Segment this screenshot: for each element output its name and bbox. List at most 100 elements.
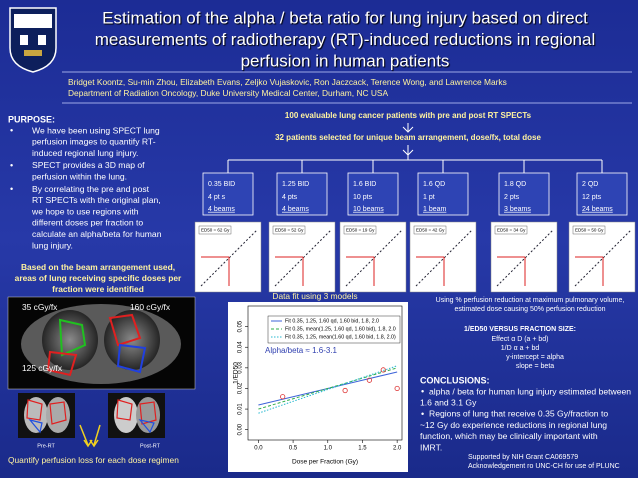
group-patients: 1 pt bbox=[423, 194, 435, 201]
dose-label: 125 cGy/fx bbox=[22, 363, 63, 373]
support: Supported by NIH Grant CA069579 bbox=[468, 454, 578, 461]
bullet: • bbox=[421, 386, 424, 396]
plot-annotation: Alpha/beta ≈ 1.6-3.1 bbox=[265, 346, 338, 355]
formula: 1/D α a + bd bbox=[501, 345, 540, 352]
bullet-text: perfusion images to quantify RT- bbox=[32, 137, 156, 147]
thumb-fit bbox=[345, 229, 403, 287]
bullet-text: IMRT. bbox=[420, 442, 442, 452]
logo bbox=[9, 7, 57, 73]
legend-text: Fit 0.35, 1.25, 1.60 qd, 1.60 bid, 1.8, … bbox=[285, 318, 379, 324]
formula: slope = beta bbox=[516, 363, 554, 370]
acknowledgement: Acknowledgement ro UNC-CH for use of PLU… bbox=[468, 463, 620, 470]
x-tick-label: 0.5 bbox=[289, 446, 298, 452]
thumb-label: ED50 = 34 Gy bbox=[497, 228, 526, 233]
thumb-label-box bbox=[413, 225, 447, 235]
bullet-text: SPECT provides a 3D map of bbox=[32, 160, 145, 170]
thumb-fit bbox=[574, 229, 632, 287]
thumb-label: ED50 = 62 Gy bbox=[201, 228, 230, 233]
thumb-label: ED50 = 50 Gy bbox=[575, 228, 604, 233]
fit-line bbox=[258, 367, 398, 410]
group-dose: 1.6 BID bbox=[353, 181, 376, 188]
group-box bbox=[417, 172, 469, 216]
caption: fraction were identified bbox=[52, 284, 144, 294]
title: perfusion in human patients bbox=[241, 51, 450, 70]
flow-text: 100 evaluable lung cancer patients with … bbox=[285, 111, 532, 120]
group-dose: 1.8 QD bbox=[504, 181, 526, 188]
affiliation: Department of Radiation Oncology, Duke U… bbox=[68, 88, 388, 98]
method-text: Using % perfusion reduction at maximum p… bbox=[436, 297, 625, 304]
bullet: • bbox=[10, 125, 13, 135]
title: Estimation of the alpha / beta ratio for… bbox=[102, 8, 588, 27]
group-dose: 1.6 QD bbox=[423, 181, 445, 188]
bullet: • bbox=[10, 184, 13, 194]
bullet-text: we hope to use regions with bbox=[31, 206, 139, 216]
group-beams: 1 beam bbox=[423, 206, 447, 213]
data-point bbox=[366, 377, 372, 383]
legend-text: Fit 0.35, mean(1.25, 1.60 qd, 1.60 bid),… bbox=[285, 326, 396, 332]
thumb-label-box bbox=[572, 225, 606, 235]
group-patients: 10 pts bbox=[353, 194, 373, 201]
bullet-text: ~12 Gy do experience reductions in regio… bbox=[420, 420, 607, 430]
data-point bbox=[280, 394, 286, 400]
group-dose: 2 QD bbox=[582, 181, 598, 188]
group-box bbox=[202, 172, 254, 216]
data-point bbox=[380, 367, 386, 373]
bullet-text: By correlating the pre and post bbox=[32, 184, 150, 194]
dose-label: 160 cGy/fx bbox=[130, 302, 171, 312]
fit-line bbox=[258, 365, 398, 414]
group-dose: 0.35 BID bbox=[208, 181, 235, 188]
image-label: Post-RT bbox=[140, 443, 161, 449]
y-tick-label: 0.00 bbox=[238, 423, 244, 435]
caption: Quantify perfusion loss for each dose re… bbox=[8, 455, 179, 465]
group-beams: 4 beams bbox=[208, 206, 235, 213]
group-box bbox=[347, 172, 399, 216]
dose-label: 35 cGy/fx bbox=[22, 302, 58, 312]
y-axis-label: 1/ED50 bbox=[233, 362, 240, 384]
group-patients: 2 pts bbox=[504, 194, 520, 201]
plot-frame bbox=[247, 305, 403, 441]
flow-text: 32 patients selected for unique beam arr… bbox=[275, 133, 541, 142]
bullet-text: calculate an alpha/beta for human bbox=[32, 229, 162, 239]
thumb-label-box bbox=[343, 225, 377, 235]
section-heading: CONCLUSIONS: bbox=[420, 375, 490, 385]
group-patients: 4 pt s bbox=[208, 194, 226, 201]
thumb-fit bbox=[496, 229, 554, 287]
formula: y-intercept = alpha bbox=[506, 354, 564, 361]
group-box bbox=[276, 172, 328, 216]
group-patients: 12 pts bbox=[582, 194, 602, 201]
section-heading: PURPOSE: bbox=[8, 114, 55, 124]
y-tick-label: 0.03 bbox=[238, 361, 244, 373]
group-box bbox=[498, 172, 550, 216]
thumb-fit bbox=[274, 229, 332, 287]
method-heading: 1/ED50 VERSUS FRACTION SIZE: bbox=[464, 326, 576, 333]
x-axis-label: Dose per Fraction (Gy) bbox=[292, 459, 358, 466]
bullet-text: We have been using SPECT lung bbox=[32, 125, 160, 135]
bullet: • bbox=[10, 160, 13, 170]
method-text: estimated dose causing 50% perfusion red… bbox=[455, 306, 606, 313]
bullet: • bbox=[421, 409, 424, 419]
y-tick-label: 0.01 bbox=[238, 403, 244, 415]
title: measurements of radiotherapy (RT)-induce… bbox=[95, 30, 596, 49]
thumb-fit bbox=[415, 229, 473, 287]
bullet-text: different doses per fraction to bbox=[32, 218, 143, 228]
data-point bbox=[394, 385, 400, 392]
y-tick-label: 0.02 bbox=[238, 382, 244, 394]
thumb-label-box bbox=[272, 225, 306, 235]
bullet-text: alpha / beta for human lung injury estim… bbox=[429, 386, 631, 396]
plot-caption: Data fit using 3 models bbox=[272, 291, 357, 301]
group-patients: 4 pts bbox=[282, 194, 298, 201]
group-beams: 4 beams bbox=[282, 206, 309, 213]
x-tick-label: 0.0 bbox=[254, 446, 263, 452]
bullet-text: perfusion within the lung. bbox=[32, 171, 127, 181]
group-beams: 10 beams bbox=[353, 206, 384, 213]
thumb-label-box bbox=[198, 225, 232, 235]
group-beams: 3 beams bbox=[504, 206, 531, 213]
x-tick-label: 1.0 bbox=[324, 446, 333, 452]
caption: Based on the beam arrangement used, bbox=[21, 262, 175, 272]
bullet-text: lung injury. bbox=[32, 240, 73, 250]
group-beams: 24 beams bbox=[582, 206, 613, 213]
x-tick-label: 1.5 bbox=[358, 446, 367, 452]
thumb-label: ED50 = 42 Gy bbox=[416, 228, 445, 233]
ct-image bbox=[7, 296, 196, 448]
